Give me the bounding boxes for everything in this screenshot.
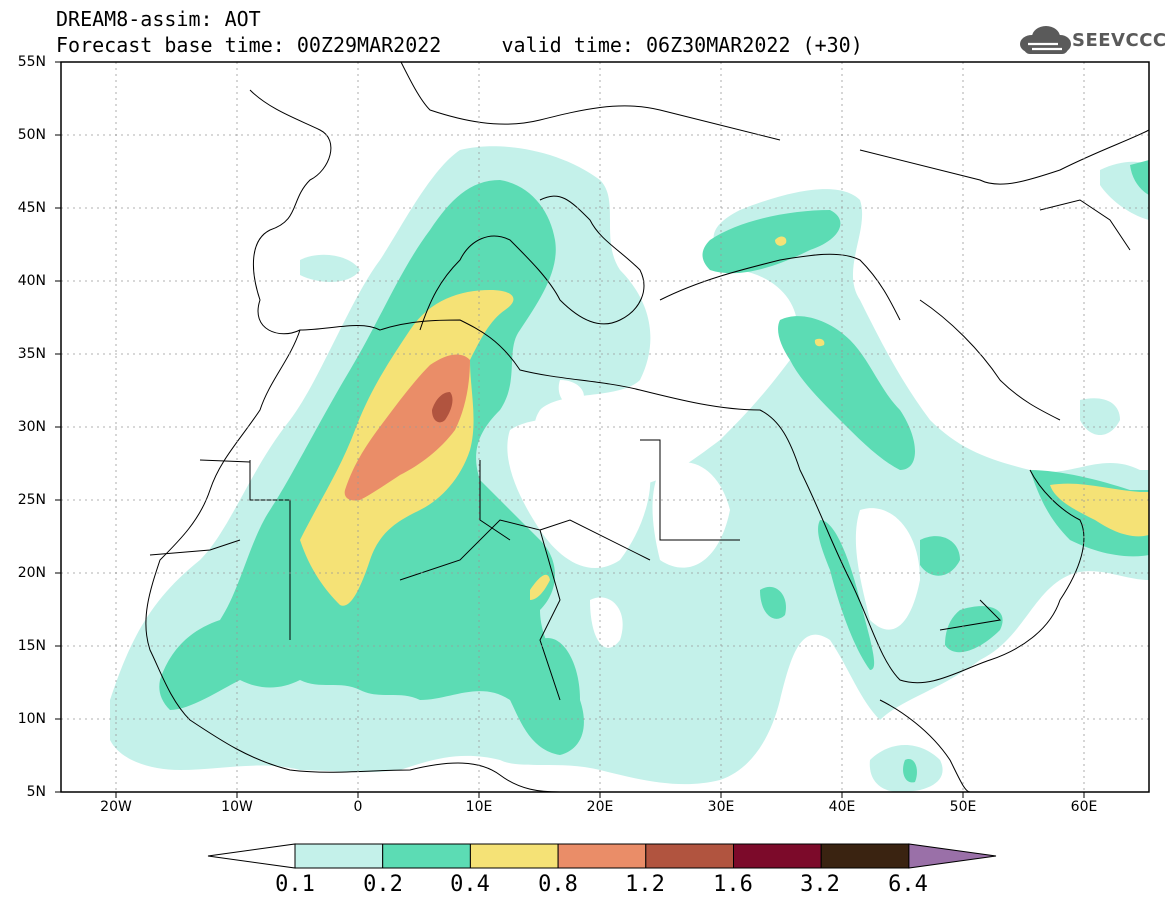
colorbar-label: 1.2: [625, 872, 665, 897]
colorbar-label: 0.4: [450, 872, 490, 897]
lat-label: 10N: [17, 711, 46, 727]
lon-label: 50E: [949, 799, 977, 815]
colorbar-label: 0.2: [363, 872, 403, 897]
colorbar-label: 0.8: [538, 872, 578, 897]
lat-label: 30N: [17, 419, 46, 435]
colorbar-box: [469, 843, 559, 869]
lon-label: 40E: [828, 799, 856, 815]
colorbar-box: [382, 843, 471, 869]
colorbar-label: 6.4: [888, 872, 928, 897]
forecast-times: Forecast base time: 00Z29MAR2022 valid t…: [56, 33, 863, 57]
lat-label: 55N: [17, 54, 46, 70]
lat-label: 45N: [17, 200, 46, 216]
coastlines: [145, 62, 1149, 792]
lat-label: 15N: [17, 638, 46, 654]
cloud-icon: [1020, 26, 1071, 54]
lon-label: 20W: [100, 799, 132, 815]
lat-label: 5N: [26, 784, 46, 800]
lat-label: 35N: [17, 346, 46, 362]
aot-layer-1.2: [432, 392, 453, 423]
lat-label: 25N: [17, 492, 46, 508]
lon-label: 60E: [1070, 799, 1098, 815]
lat-label: 20N: [17, 565, 46, 581]
lon-label: 0: [353, 799, 363, 815]
colorbar-box: [294, 843, 384, 869]
colorbar-over-arrow: [908, 843, 997, 869]
lat-label: 50N: [17, 127, 46, 143]
map-title: DREAM8-assim: AOT: [56, 7, 261, 31]
colorbar-under-arrow: [207, 843, 296, 869]
lon-label: 20E: [586, 799, 614, 815]
lat-label: 40N: [17, 273, 46, 289]
colorbar-box: [557, 843, 647, 869]
colorbar-box: [733, 843, 822, 869]
colorbar-box: [645, 843, 734, 869]
lon-label: 30E: [707, 799, 735, 815]
colorbar-label: 1.6: [713, 872, 753, 897]
logo-text: SEEVCCC: [1072, 30, 1165, 51]
colorbar-label: 0.1: [275, 872, 315, 897]
colorbar-box: [820, 843, 910, 869]
lon-label: 10W: [221, 799, 253, 815]
graticule: [61, 62, 1149, 792]
lon-label: 10E: [465, 799, 493, 815]
axis-ticks: [55, 61, 1085, 798]
colorbar-label: 3.2: [800, 872, 840, 897]
aot-layer-0.8: [344, 354, 470, 501]
